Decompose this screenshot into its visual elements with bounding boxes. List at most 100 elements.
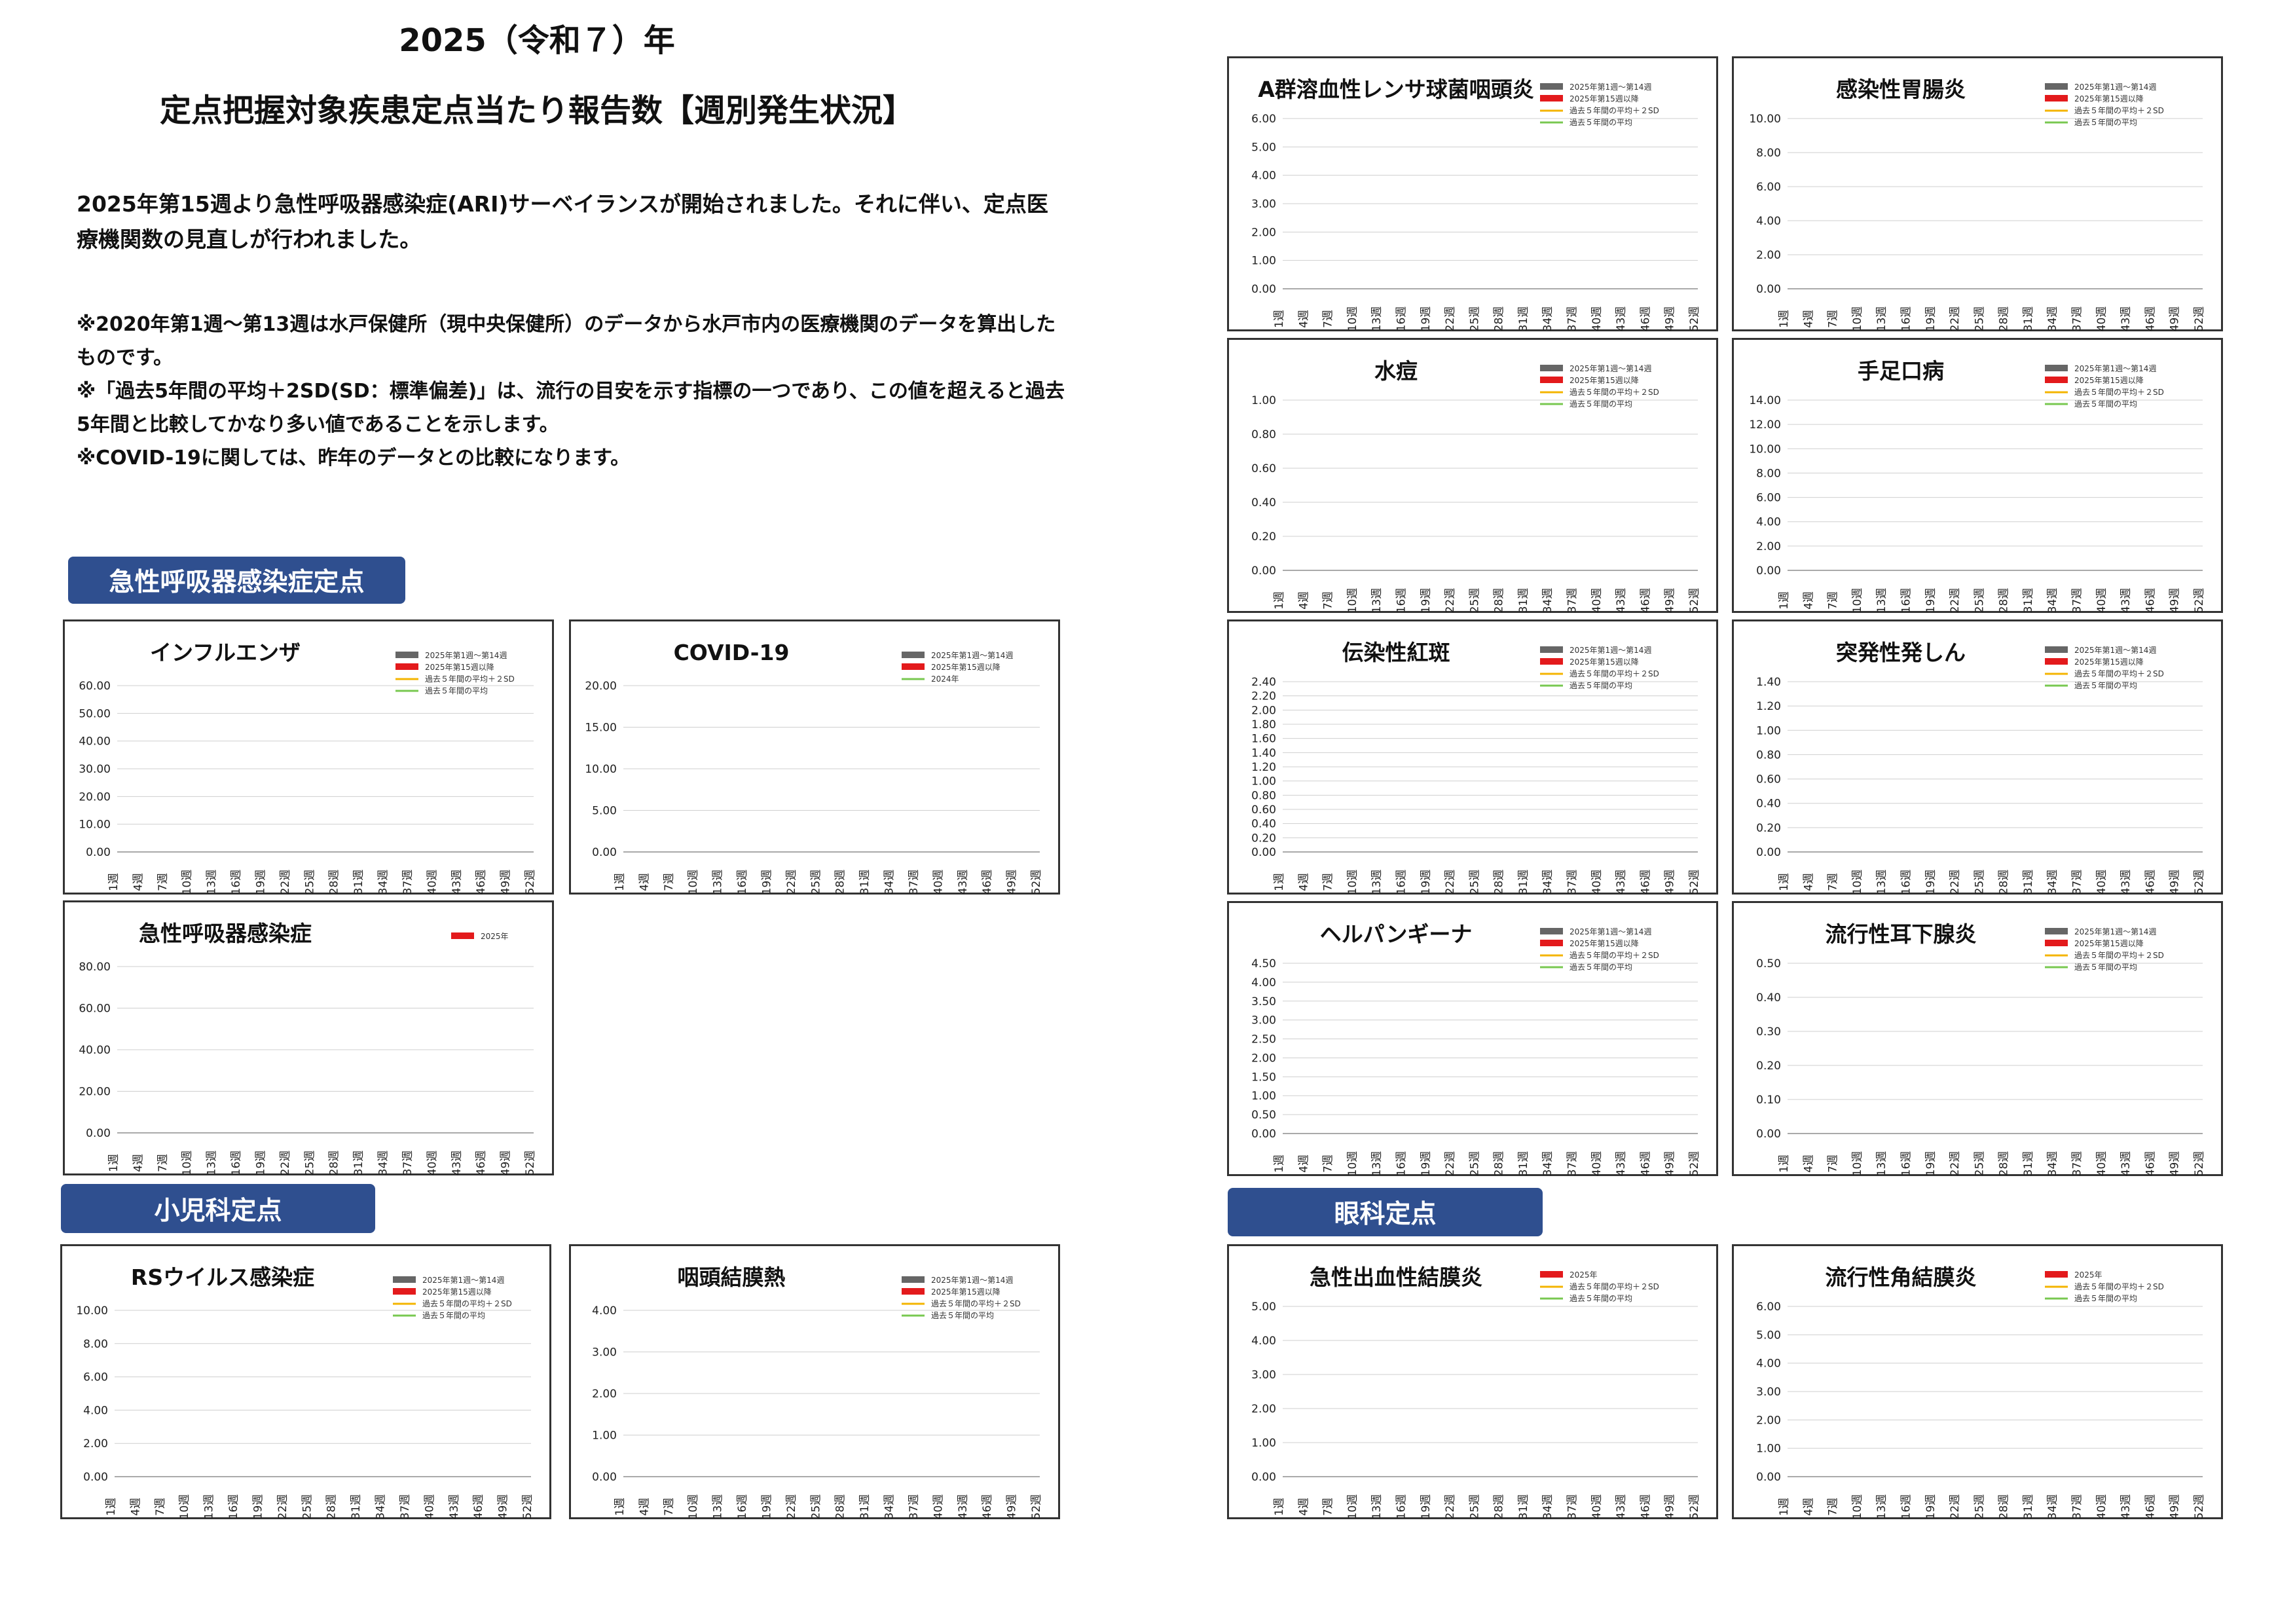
- x-tick-hfmd-17: 52週: [2193, 588, 2206, 614]
- legend-label-hemorrhagic-conj-1: 過去５年間の平均＋２SD: [1570, 1282, 1659, 1291]
- x-tick-pharyngoconjunctival-7: 22週: [785, 1494, 798, 1520]
- x-tick-mumps-7: 22週: [1949, 1151, 1962, 1177]
- x-tick-mumps-11: 34週: [2046, 1151, 2059, 1177]
- y-tick-mumps-0: 0.50: [1756, 957, 1781, 970]
- x-tick-influenza-15: 46週: [475, 870, 488, 895]
- x-tick-covid19-1: 4週: [638, 873, 651, 891]
- x-tick-rsv-12: 37週: [399, 1494, 412, 1520]
- x-tick-gastroenteritis-4: 13週: [1875, 306, 1888, 332]
- legend-label-pharyngoconjunctival-3: 過去５年間の平均: [931, 1311, 994, 1320]
- x-tick-ari-16: 49週: [500, 1151, 513, 1176]
- legend-label-group-a-0: 2025年第1週～第14週: [1570, 83, 1651, 92]
- x-tick-varicella-14: 43週: [1615, 588, 1628, 614]
- chart-ari: 急性呼吸器感染症 2025年 80.00 60.00 40.00 20.00 0.00 1週 4…: [79, 921, 537, 1176]
- x-tick-hemorrhagic-conj-0: 1週: [1273, 1498, 1286, 1516]
- y-tick-pharyngoconjunctival-4: 0.00: [592, 1471, 617, 1484]
- y-tick-ari-0: 80.00: [79, 961, 111, 974]
- y-tick-mumps-4: 0.10: [1756, 1094, 1781, 1107]
- chart-panel-hemorrhagic-conj: 急性出血性結膜炎 2025年 過去５年間の平均＋２SD 過去５年間の平均 5.00 4.0…: [1227, 1244, 1718, 1519]
- x-tick-hemorrhagic-conj-3: 10週: [1346, 1494, 1359, 1520]
- x-tick-epidemic-keratoconj-9: 28週: [1998, 1494, 2011, 1520]
- x-tick-exanthem-7: 22週: [1949, 870, 1962, 895]
- y-tick-erythema-6: 1.20: [1251, 761, 1276, 774]
- chart-panel-influenza: インフルエンザ 2025年第1週～第14週 2025年第15週以降 過去５年間の平均＋…: [63, 619, 554, 895]
- x-tick-mumps-5: 16週: [1900, 1151, 1913, 1177]
- y-tick-erythema-11: 0.20: [1251, 832, 1276, 845]
- x-tick-herpangina-7: 22週: [1444, 1151, 1457, 1177]
- y-tick-erythema-12: 0.00: [1251, 846, 1276, 859]
- x-tick-mumps-0: 1週: [1778, 1154, 1791, 1173]
- chart-title-hemorrhagic-conj: 急性出血性結膜炎: [1310, 1264, 1482, 1290]
- legend-label-influenza-3: 過去５年間の平均: [425, 686, 488, 695]
- chart-title-mumps: 流行性耳下腺炎: [1826, 921, 1977, 947]
- x-tick-hfmd-11: 34週: [2046, 588, 2059, 614]
- x-tick-rsv-15: 46週: [472, 1494, 485, 1520]
- y-tick-gastroenteritis-0: 10.00: [1749, 113, 1781, 126]
- x-tick-covid19-12: 37週: [908, 870, 921, 895]
- y-tick-erythema-4: 1.60: [1251, 733, 1276, 746]
- legend-label-hfmd-0: 2025年第1週～第14週: [2074, 364, 2156, 373]
- x-tick-exanthem-17: 52週: [2193, 870, 2206, 895]
- chart-panel-mumps: 流行性耳下腺炎 2025年第1週～第14週 2025年第15週以降 過去５年間の平均＋…: [1732, 901, 2223, 1176]
- x-tick-rsv-17: 52週: [521, 1494, 534, 1520]
- x-tick-pharyngoconjunctival-0: 1週: [614, 1498, 627, 1516]
- x-tick-hemorrhagic-conj-2: 7週: [1322, 1498, 1335, 1516]
- legend-label-hemorrhagic-conj-2: 過去５年間の平均: [1570, 1294, 1632, 1303]
- x-tick-exanthem-11: 34週: [2046, 870, 2059, 895]
- y-tick-influenza-4: 20.00: [79, 790, 111, 803]
- x-tick-gastroenteritis-2: 7週: [1827, 310, 1840, 328]
- x-tick-herpangina-8: 25週: [1468, 1151, 1481, 1177]
- chart-title-exanthem: 突発性発しん: [1836, 640, 1966, 665]
- legend-swatch-erythema-1: [1540, 658, 1563, 665]
- x-tick-group-a-14: 43週: [1615, 306, 1628, 332]
- legend-label-varicella-0: 2025年第1週～第14週: [1570, 364, 1651, 373]
- y-tick-hemorrhagic-conj-2: 3.00: [1251, 1369, 1276, 1382]
- chart-panel-ari: 急性呼吸器感染症 2025年 80.00 60.00 40.00 20.00 0.00 1週 4…: [63, 900, 554, 1175]
- x-tick-rsv-8: 25週: [301, 1494, 314, 1520]
- x-tick-gastroenteritis-16: 49週: [2169, 306, 2182, 332]
- x-tick-covid19-7: 22週: [785, 870, 798, 895]
- x-tick-mumps-3: 10週: [1851, 1151, 1864, 1177]
- x-tick-epidemic-keratoconj-6: 19週: [1924, 1494, 1937, 1520]
- legend-swatch-herpangina-1: [1540, 940, 1563, 946]
- x-tick-covid19-10: 31週: [858, 870, 872, 895]
- legend-label-covid19-1: 2025年第15週以降: [931, 663, 1001, 672]
- y-tick-ari-3: 20.00: [79, 1086, 111, 1099]
- x-tick-influenza-10: 31週: [352, 870, 365, 895]
- legend-label-varicella-3: 過去５年間の平均: [1570, 399, 1632, 409]
- legend-swatch-varicella-0: [1540, 365, 1563, 371]
- x-tick-exanthem-5: 16週: [1900, 870, 1913, 895]
- legend-label-herpangina-2: 過去５年間の平均＋２SD: [1570, 951, 1659, 960]
- y-tick-hfmd-6: 2.00: [1756, 540, 1781, 553]
- x-tick-erythema-8: 25週: [1468, 870, 1481, 895]
- x-tick-rsv-10: 31週: [350, 1494, 363, 1520]
- y-tick-mumps-2: 0.30: [1756, 1025, 1781, 1039]
- chart-title-group-a: A群溶血性レンサ球菌咽頭炎: [1258, 77, 1534, 102]
- legend-swatch-exanthem-1: [2045, 658, 2068, 665]
- x-tick-varicella-0: 1週: [1273, 591, 1286, 610]
- y-tick-epidemic-keratoconj-1: 5.00: [1756, 1329, 1781, 1342]
- chart-erythema: 伝染性紅斑 2025年第1週～第14週 2025年第15週以降過去５年間の平均＋２S…: [1251, 640, 1701, 895]
- x-tick-herpangina-6: 19週: [1420, 1151, 1433, 1177]
- x-tick-pharyngoconjunctival-14: 43週: [957, 1494, 970, 1520]
- y-tick-group-a-0: 6.00: [1251, 113, 1276, 126]
- y-tick-herpangina-0: 4.50: [1251, 957, 1276, 970]
- x-tick-group-a-0: 1週: [1273, 310, 1286, 328]
- x-tick-rsv-4: 13週: [203, 1494, 216, 1520]
- x-tick-covid19-13: 40週: [932, 870, 945, 895]
- y-tick-covid19-0: 20.00: [585, 680, 617, 693]
- y-tick-gastroenteritis-2: 6.00: [1756, 181, 1781, 194]
- chart-panel-epidemic-keratoconj: 流行性角結膜炎 2025年 過去５年間の平均＋２SD 過去５年間の平均 6.00 5.00…: [1732, 1244, 2223, 1519]
- chart-panel-varicella: 水痘 2025年第1週～第14週 2025年第15週以降 過去５年間の平均＋２SD 過去…: [1227, 338, 1718, 613]
- x-tick-mumps-2: 7週: [1827, 1154, 1840, 1173]
- x-tick-group-a-4: 13週: [1370, 306, 1384, 332]
- x-tick-pharyngoconjunctival-13: 40週: [932, 1494, 945, 1520]
- x-tick-influenza-0: 1週: [107, 873, 120, 891]
- legend-label-mumps-1: 2025年第15週以降: [2074, 939, 2144, 948]
- x-tick-pharyngoconjunctival-6: 19週: [760, 1494, 773, 1520]
- x-tick-varicella-6: 19週: [1420, 588, 1433, 614]
- legend-swatch-gastroenteritis-0: [2045, 83, 2068, 90]
- x-tick-erythema-11: 34週: [1541, 870, 1554, 895]
- x-tick-gastroenteritis-6: 19週: [1924, 306, 1937, 332]
